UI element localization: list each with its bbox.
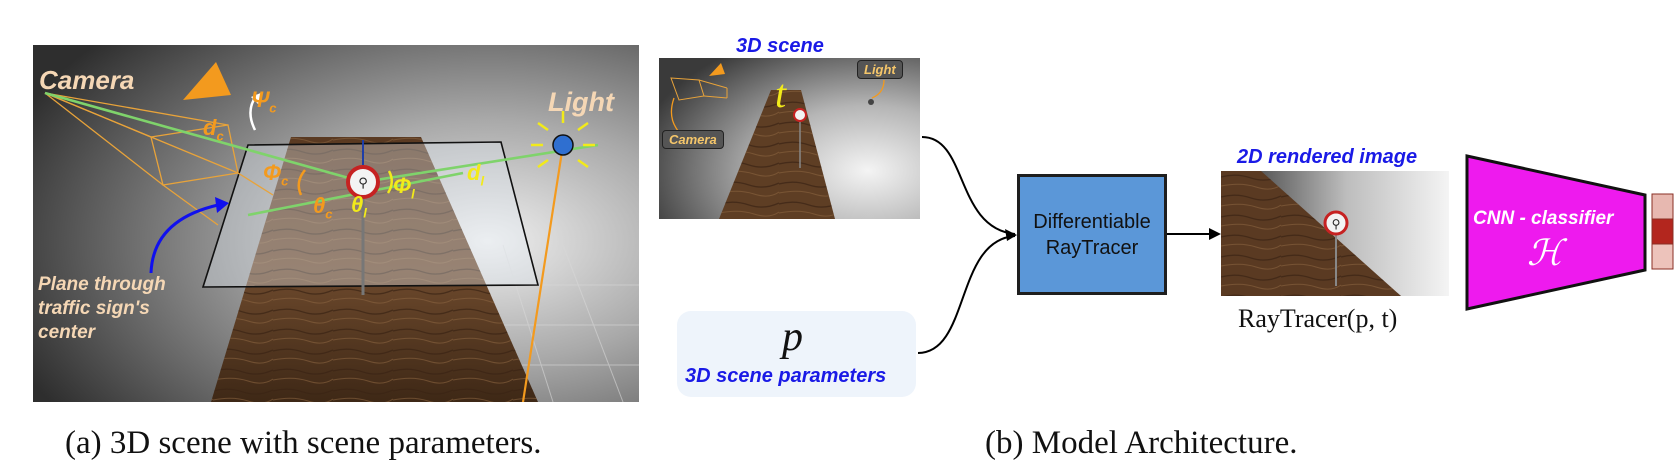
plane-label-line-3: center (38, 322, 96, 343)
phi-l-subscript: l (411, 186, 415, 202)
rendered-image-board-grain (1221, 171, 1401, 296)
wooden-board-grain (211, 137, 538, 402)
rendered-image-sign (1323, 210, 1349, 236)
phi-c-subscript: c (281, 173, 289, 189)
output-cell-2 (1651, 218, 1674, 245)
scene-title: 3D scene (736, 35, 824, 57)
phi-l-label: Φl (393, 173, 415, 201)
scene-light-tag: Light (857, 60, 903, 79)
scene-thumbnail: t Light Camera (659, 58, 920, 219)
theta-l-label: θl (351, 192, 367, 220)
rendered-title: 2D rendered image (1237, 146, 1418, 168)
scene-thumbnail-light-point (868, 99, 874, 105)
plane-label: Plane through traffic sign's center (38, 273, 166, 345)
cnn-classifier-shape (1465, 154, 1674, 311)
traffic-sign (346, 165, 380, 199)
psi-symbol: Ψ (251, 87, 270, 112)
caption-b: (b) Model Architecture. (985, 425, 1298, 461)
camera-label: Camera (39, 65, 135, 95)
theta-c-label: θc (313, 193, 333, 221)
image-input-arrowhead (1209, 228, 1221, 240)
plane-pointer-arrowhead (215, 197, 229, 213)
param-symbol: p (782, 314, 803, 360)
psi-arrowhead (251, 92, 263, 105)
raytracer-line-2: RayTracer (1045, 236, 1139, 259)
phi-c-arc (297, 169, 306, 196)
scene-render-panel: ⚲ Camera Light Ψc dc dl Φc Φl θc θl Plan… (33, 45, 639, 402)
output-cell-1 (1651, 193, 1674, 220)
scene-camera-tag: Camera (662, 130, 724, 149)
cnn-symbol: ℋ (1527, 233, 1563, 273)
caption-a: (a) 3D scene with scene parameters. (65, 425, 542, 461)
output-cell-3 (1651, 243, 1674, 270)
raytracer-input-arrowhead (1005, 229, 1017, 241)
dc-symbol: d (203, 115, 217, 140)
light-rays (531, 111, 595, 169)
theta-l-symbol: θ (351, 192, 364, 217)
camera-triangle (183, 62, 231, 100)
param-label: 3D scene parameters (685, 365, 887, 387)
psi-c-label: Ψc (251, 87, 276, 115)
light-height-line (521, 144, 565, 402)
phi-c-symbol: Φ (263, 160, 282, 185)
scene-thumbnail-camera (670, 77, 728, 101)
dl-subscript: l (480, 173, 485, 189)
plane-pointer-arrow (149, 203, 219, 274)
dl-label: dl (467, 160, 484, 188)
scene-thumbnail-light-pointer (871, 79, 885, 99)
scene-thumbnail-camera-triangle (709, 63, 725, 76)
theta-c-subscript: c (325, 206, 333, 222)
scene-thumbnail-board-grain (719, 90, 835, 219)
plane-label-line-2: traffic sign's (38, 298, 150, 319)
theta-l-subscript: l (363, 205, 367, 221)
scene-thumbnail-camera-pointer (670, 97, 680, 133)
raytracer-box: Differentiable RayTracer (1017, 174, 1167, 295)
rendered-image: ⚲ (1221, 171, 1449, 296)
light-label: Light (548, 87, 614, 117)
dc-label: dc (203, 115, 224, 143)
scene-t-symbol: t (775, 71, 787, 116)
dc-subscript: c (216, 128, 224, 144)
params-to-raytracer-connector (917, 235, 1016, 354)
theta-c-symbol: θ (313, 193, 326, 218)
rendered-image-svg: ⚲ (1221, 171, 1449, 296)
light-source (552, 134, 574, 156)
phi-c-label: Φc (263, 160, 288, 188)
dl-symbol: d (467, 160, 481, 185)
scene-parameters-box: p 3D scene parameters (677, 311, 916, 397)
plane-label-line-1: Plane through (38, 274, 166, 295)
scene-render-svg: ⚲ (33, 45, 639, 402)
camera-frustum (44, 92, 274, 226)
phi-l-arc (386, 170, 393, 194)
rendered-image-sign-glyph: ⚲ (1332, 217, 1341, 231)
scene-to-raytracer-connector (921, 136, 1016, 235)
cnn-trapezoid (1465, 154, 1647, 311)
rendered-formula: RayTracer(p, t) (1238, 304, 1398, 333)
traffic-sign-bike-glyph: ⚲ (358, 176, 368, 191)
scene-thumbnail-svg (659, 58, 920, 219)
cnn-label: CNN - classifier (1473, 208, 1614, 229)
phi-l-symbol: Φ (393, 173, 412, 198)
scene-thumbnail-sign (793, 108, 807, 122)
psi-subscript: c (269, 100, 277, 116)
raytracer-line-1: Differentiable (1033, 210, 1151, 233)
sign-plane (201, 141, 540, 288)
